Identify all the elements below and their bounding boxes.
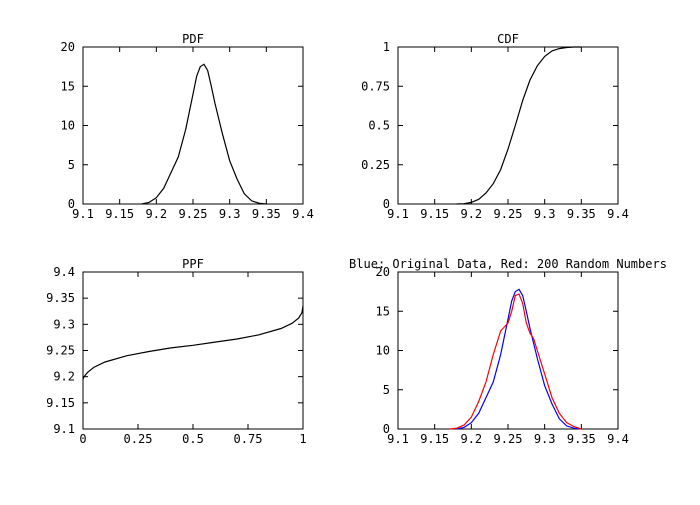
x-tick-label: 9.25: [494, 207, 523, 221]
chart-panel-3: PPF 0 0.25 0.5 0.75 1 9.1 9.15 9.2 9.25 9.3 9.35 9.4: [46, 257, 307, 446]
y-tick-label: 0.25: [361, 158, 390, 172]
y-tick-label: 5: [383, 383, 390, 397]
x-tick-label: 0: [79, 432, 86, 446]
chart-title: PPF: [182, 257, 204, 271]
y-tick-label: 5: [68, 158, 75, 172]
y-tick-label: 10: [376, 344, 390, 358]
x-tick-label: 9.2: [145, 207, 167, 221]
x-tick-label: 9.1: [387, 207, 409, 221]
x-tick-label: 9.3: [219, 207, 241, 221]
x-tick-label: 9.3: [534, 432, 556, 446]
plot-frame: [397, 46, 619, 205]
x-tick-label: 9.1: [72, 207, 94, 221]
y-tick-label: 1: [383, 40, 390, 54]
x-tick-label: 9.15: [420, 432, 449, 446]
x-tick-label: 9.35: [252, 207, 281, 221]
plot-frame: [397, 271, 619, 430]
y-tick-label: 20: [61, 40, 75, 54]
series-line: [82, 305, 304, 380]
x-tick-label: 0.25: [124, 432, 153, 446]
chart-panel-1: PDF 9.1 9.15 9.2 9.25 9.3 9.35 9.4 0 5 10 15 20: [61, 32, 314, 221]
chart-panel-2: CDF 9.1 9.15 9.2 9.25 9.3 9.35 9.4 0 0.25 0.5 0.75 1: [361, 32, 629, 221]
y-tick-label: 0: [383, 422, 390, 436]
x-tick-label: 0.75: [234, 432, 263, 446]
x-tick-label: 9.1: [387, 432, 409, 446]
x-tick-label: 9.2: [460, 432, 482, 446]
y-tick-label: 9.1: [53, 422, 75, 436]
y-tick-label: 9.15: [46, 396, 75, 410]
series-line: [456, 288, 582, 430]
chart-title: Blue: Original Data, Red: 200 Random Num…: [349, 257, 667, 271]
y-tick-label: 9.4: [53, 265, 75, 279]
y-tick-label: 15: [61, 79, 75, 93]
x-tick-label: 9.15: [420, 207, 449, 221]
chart-title: CDF: [497, 32, 519, 46]
y-tick-label: 9.2: [53, 370, 75, 384]
x-tick-label: 9.4: [292, 207, 314, 221]
x-tick-label: 9.15: [105, 207, 134, 221]
y-tick-label: 9.25: [46, 344, 75, 358]
y-tick-label: 20: [376, 265, 390, 279]
x-tick-label: 9.4: [607, 207, 629, 221]
series-line: [449, 293, 582, 430]
plot-frame: [82, 46, 304, 205]
y-tick-label: 9.3: [53, 317, 75, 331]
y-tick-label: 15: [376, 304, 390, 318]
y-tick-label: 0.5: [368, 119, 390, 133]
chart-title: PDF: [182, 32, 204, 46]
y-tick-label: 9.35: [46, 291, 75, 305]
x-tick-label: 9.3: [534, 207, 556, 221]
y-tick-label: 0.75: [361, 79, 390, 93]
x-tick-label: 9.25: [179, 207, 208, 221]
x-tick-label: 1: [299, 432, 306, 446]
series-line: [141, 63, 267, 205]
x-tick-label: 9.2: [460, 207, 482, 221]
y-tick-label: 10: [61, 119, 75, 133]
x-tick-label: 9.35: [567, 432, 596, 446]
x-tick-label: 0.5: [182, 432, 204, 446]
series-line: [456, 46, 582, 205]
chart-panel-4: Blue: Original Data, Red: 200 Random Num…: [349, 257, 667, 446]
y-tick-label: 0: [383, 197, 390, 211]
x-tick-label: 9.25: [494, 432, 523, 446]
x-tick-label: 9.35: [567, 207, 596, 221]
plot-frame: [82, 271, 304, 430]
x-tick-label: 9.4: [607, 432, 629, 446]
y-tick-label: 0: [68, 197, 75, 211]
